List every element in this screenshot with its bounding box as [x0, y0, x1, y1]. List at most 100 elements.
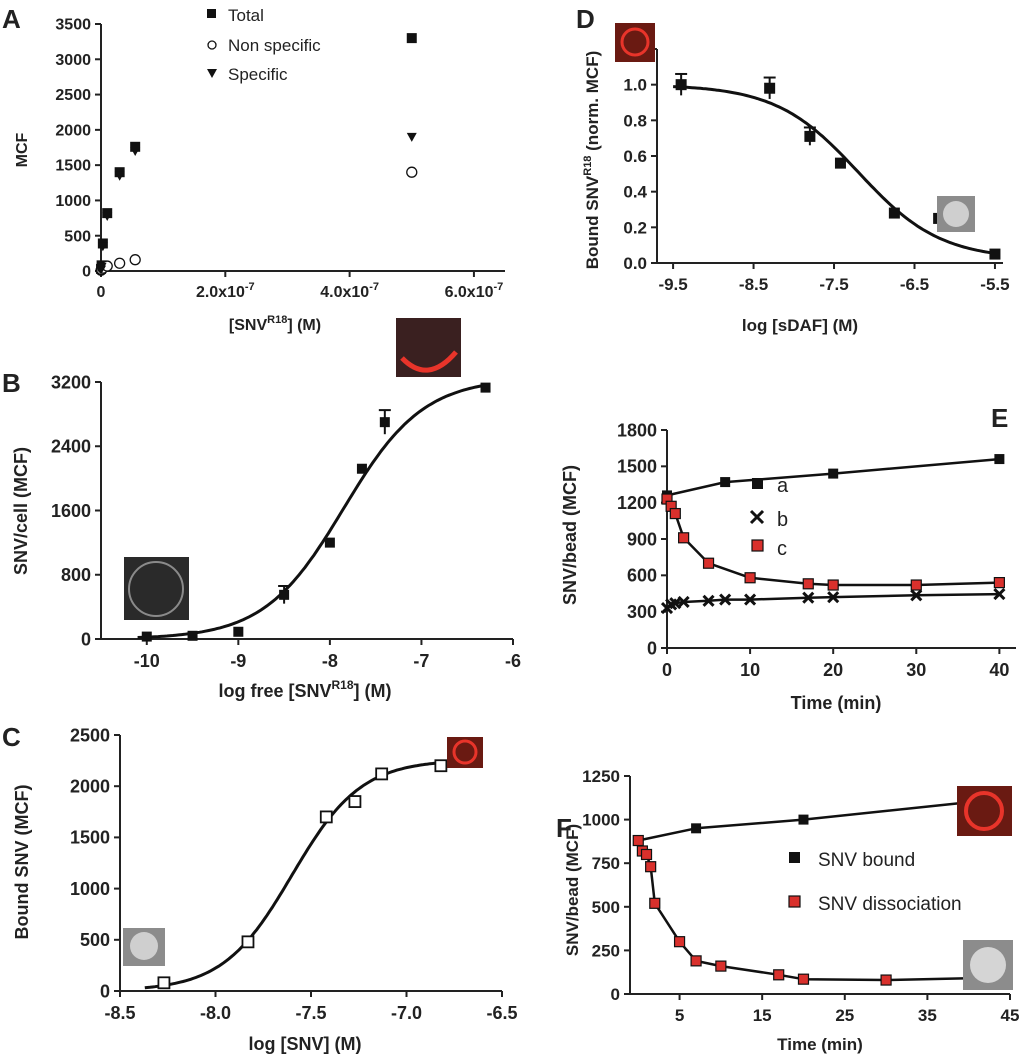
bead-image-red-ring	[452, 739, 478, 765]
x-tick-exponent: -7	[369, 281, 379, 293]
data-point	[744, 593, 757, 606]
legend-marker-c	[751, 539, 764, 552]
y-axis-label: SNV/bead (MCF)	[563, 824, 582, 956]
panel-d: D 0.00.20.40.60.81.01.2 -9.5-8.5-7.5-6.5…	[576, 4, 1010, 335]
data-marks	[673, 72, 1001, 260]
x-tick-label: -8.0	[200, 1003, 231, 1023]
y-tick-label: 1500	[55, 158, 91, 175]
data-point	[649, 897, 661, 909]
data-point	[129, 254, 141, 266]
x-axis-label: log [sDAF] (M)	[742, 316, 858, 335]
x-tick-label: -8.5	[104, 1003, 135, 1023]
legend-marker-total	[207, 9, 216, 18]
y-tick-label: 0	[647, 638, 657, 658]
x-tick-label: 20	[823, 660, 843, 680]
data-marks	[137, 382, 491, 642]
cell-image-gray	[124, 557, 189, 620]
panel-a: A 0 500 1000 1500 2000 2500 3000 3500 0 2.0x10-7…	[2, 4, 505, 334]
data-point	[994, 454, 1005, 465]
y-tick-label: 800	[61, 565, 91, 585]
y-tick-label: 750	[592, 854, 620, 873]
series-line	[666, 457, 1000, 497]
y-tick-label: 0.2	[623, 218, 647, 237]
x-label-sup: R18	[267, 314, 287, 326]
data-point	[677, 595, 690, 609]
x-tick-label: -7	[413, 651, 429, 671]
data-point	[102, 211, 113, 221]
panel-letter: F	[556, 813, 572, 843]
data-point	[130, 141, 141, 152]
data-point	[678, 532, 690, 544]
y-label-main: Bound SNV	[583, 175, 602, 269]
data-point	[702, 557, 715, 569]
y-tick-label: 0	[81, 629, 91, 649]
fit-curve	[137, 382, 491, 639]
y-tick-label: 500	[592, 898, 620, 917]
y-axis-label: Bound SNV (MCF)	[12, 785, 32, 940]
x-ticks: 5 15 25 35 45	[675, 994, 1019, 1025]
cell-image-red-outline	[400, 350, 458, 373]
data-point	[348, 795, 362, 808]
data-point	[989, 248, 1001, 260]
data-point	[640, 848, 653, 861]
x-tick-label: 0	[97, 284, 106, 301]
y-tick-label: 0	[82, 264, 91, 281]
panel-letter: C	[2, 722, 21, 752]
panel-b: B 0 800 1600 2400 3200 -10 -9 -8 -7 -6 SNV/cell …	[2, 318, 521, 701]
x-label-main: log free [SNV	[218, 681, 331, 701]
data-point	[324, 537, 335, 548]
x-axis-label: Time (min)	[777, 1035, 863, 1054]
panel-letter: B	[2, 368, 21, 398]
data-point	[744, 572, 756, 584]
legend-label: c	[777, 538, 787, 560]
data-marks	[95, 33, 418, 276]
legend-label: SNV bound	[818, 850, 915, 871]
legend: SNV bound SNV dissociation	[788, 850, 962, 915]
x-ticks: 0 10 20 30 40	[662, 648, 1009, 680]
x-tick-label: 2.0x10-7	[196, 281, 255, 301]
x-ticks: -10 -9 -8 -7 -6	[134, 639, 521, 671]
data-point	[375, 767, 389, 781]
series-line	[638, 800, 969, 842]
data-point	[910, 589, 923, 602]
x-tick-label: -8.5	[739, 275, 768, 294]
y-tick-label: 500	[64, 228, 91, 245]
y-tick-label: 2400	[51, 437, 91, 457]
data-point	[114, 171, 125, 181]
y-tick-label: 3500	[55, 17, 91, 34]
y-tick-label: 2500	[55, 87, 91, 104]
y-tick-label: 2500	[70, 725, 110, 745]
data-point	[804, 130, 816, 142]
x-tick-label: -9	[230, 651, 246, 671]
data-point	[645, 861, 657, 873]
y-tick-label: 1000	[55, 193, 91, 210]
legend-label: SNV dissociation	[818, 894, 962, 915]
data-point	[233, 626, 244, 637]
data-point	[691, 823, 702, 834]
bead-image-gray-disc	[130, 932, 158, 960]
x-tick-exponent: -7	[245, 281, 255, 293]
x-axis-label: Time (min)	[791, 693, 882, 713]
data-point	[993, 588, 1006, 601]
x-tick-label: -6.5	[900, 275, 929, 294]
data-point	[141, 631, 152, 642]
x-tick-label: 5	[675, 1006, 684, 1025]
panel-letter: A	[2, 4, 21, 34]
cell-image-red	[396, 318, 461, 377]
fit-curve	[144, 760, 451, 990]
y-ticks: 0 500 1000 1500 2000 2500	[70, 725, 120, 1001]
y-axis-label: SNV/cell (MCF)	[11, 447, 31, 575]
y-label-tail: (norm. MCF)	[583, 51, 602, 156]
x-tick-label: -10	[134, 651, 160, 671]
series-line	[665, 498, 1000, 587]
bead-image-red-ring	[964, 791, 1004, 831]
y-tick-label: 0.4	[623, 183, 647, 202]
x-ticks: 0 2.0x10-7 4.0x10-7 6.0x10-7	[97, 271, 503, 301]
y-tick-label: 3000	[55, 52, 91, 69]
legend-label: Non specific	[228, 36, 321, 55]
x-tick-label: -8	[322, 651, 338, 671]
y-ticks: 0 300 600 900 1200 1500 1800	[617, 420, 667, 658]
data-point	[406, 166, 418, 178]
